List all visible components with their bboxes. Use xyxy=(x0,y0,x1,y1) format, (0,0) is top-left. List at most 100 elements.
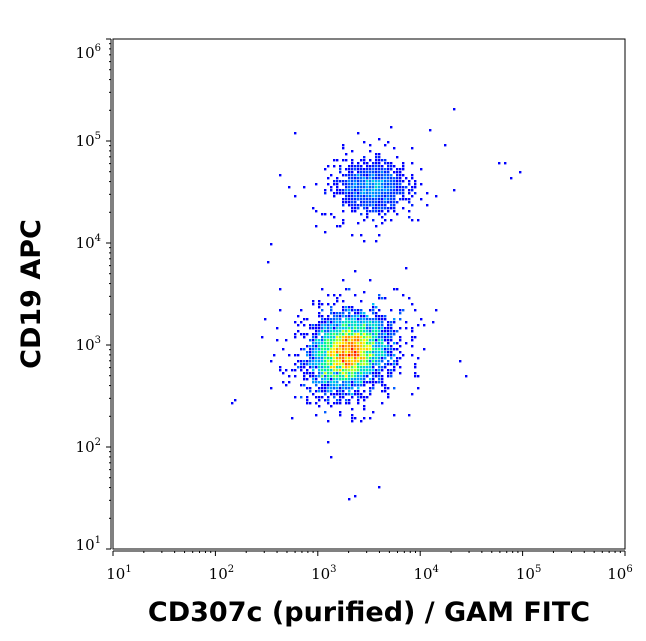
data-point xyxy=(369,357,372,360)
data-point xyxy=(318,399,321,402)
data-point xyxy=(366,339,369,342)
data-point xyxy=(336,369,339,372)
data-point xyxy=(348,195,351,198)
data-point xyxy=(375,354,378,357)
data-point xyxy=(330,369,333,372)
data-point xyxy=(306,399,309,402)
data-point xyxy=(330,405,333,408)
data-point xyxy=(327,366,330,369)
data-point xyxy=(345,354,348,357)
data-point xyxy=(366,216,369,219)
data-point xyxy=(393,363,396,366)
data-point xyxy=(303,360,306,363)
data-point xyxy=(339,168,342,171)
data-point xyxy=(339,192,342,195)
data-point xyxy=(393,348,396,351)
data-point xyxy=(357,399,360,402)
data-point xyxy=(396,156,399,159)
data-point xyxy=(381,330,384,333)
data-point xyxy=(366,336,369,339)
data-point xyxy=(330,213,333,216)
data-point xyxy=(321,354,324,357)
data-point xyxy=(390,177,393,180)
data-point xyxy=(414,180,417,183)
data-point xyxy=(336,333,339,336)
data-point xyxy=(363,189,366,192)
data-point xyxy=(360,192,363,195)
data-point xyxy=(381,375,384,378)
data-point xyxy=(315,324,318,327)
data-point xyxy=(339,342,342,345)
data-point xyxy=(312,375,315,378)
data-point xyxy=(351,318,354,321)
data-point xyxy=(324,381,327,384)
data-point xyxy=(393,180,396,183)
data-point xyxy=(390,357,393,360)
data-point xyxy=(321,303,324,306)
data-point xyxy=(354,198,357,201)
data-point xyxy=(261,336,264,339)
data-point xyxy=(381,204,384,207)
data-point xyxy=(369,381,372,384)
data-point xyxy=(339,399,342,402)
data-point xyxy=(366,162,369,165)
data-point xyxy=(330,381,333,384)
data-point xyxy=(363,345,366,348)
data-point xyxy=(384,318,387,321)
x-axis: 101 102 103 104 105 106 xyxy=(106,550,633,583)
data-point xyxy=(324,360,327,363)
data-point xyxy=(381,180,384,183)
data-point xyxy=(393,207,396,210)
data-point xyxy=(354,369,357,372)
data-point xyxy=(390,375,393,378)
data-point xyxy=(348,204,351,207)
data-point xyxy=(318,339,321,342)
data-point xyxy=(327,177,330,180)
data-point xyxy=(351,315,354,318)
data-point xyxy=(366,318,369,321)
data-point xyxy=(330,174,333,177)
data-point xyxy=(372,198,375,201)
data-point xyxy=(351,333,354,336)
data-point xyxy=(390,192,393,195)
data-point xyxy=(366,330,369,333)
data-point xyxy=(381,207,384,210)
data-point xyxy=(321,360,324,363)
data-point xyxy=(306,396,309,399)
data-point xyxy=(390,168,393,171)
data-point xyxy=(312,393,315,396)
data-point xyxy=(387,348,390,351)
data-point xyxy=(342,342,345,345)
data-point xyxy=(381,186,384,189)
data-point xyxy=(321,381,324,384)
data-point xyxy=(348,339,351,342)
data-point xyxy=(372,348,375,351)
data-point xyxy=(321,372,324,375)
data-point xyxy=(294,321,297,324)
data-point xyxy=(384,144,387,147)
data-point xyxy=(411,336,414,339)
data-point xyxy=(411,354,414,357)
data-point xyxy=(333,183,336,186)
data-point xyxy=(369,150,372,153)
data-point xyxy=(402,180,405,183)
data-point xyxy=(363,162,366,165)
data-point xyxy=(348,330,351,333)
data-point xyxy=(354,372,357,375)
data-point xyxy=(339,414,342,417)
y-axis-title: CD19 APC xyxy=(16,219,47,369)
data-point xyxy=(321,324,324,327)
data-point xyxy=(402,189,405,192)
data-point xyxy=(333,396,336,399)
data-point xyxy=(321,345,324,348)
data-point xyxy=(387,198,390,201)
data-point xyxy=(366,168,369,171)
data-point xyxy=(351,357,354,360)
data-point xyxy=(312,348,315,351)
data-point xyxy=(345,378,348,381)
data-point xyxy=(345,399,348,402)
data-point xyxy=(363,348,366,351)
data-point xyxy=(309,387,312,390)
data-point xyxy=(366,174,369,177)
data-point xyxy=(342,183,345,186)
